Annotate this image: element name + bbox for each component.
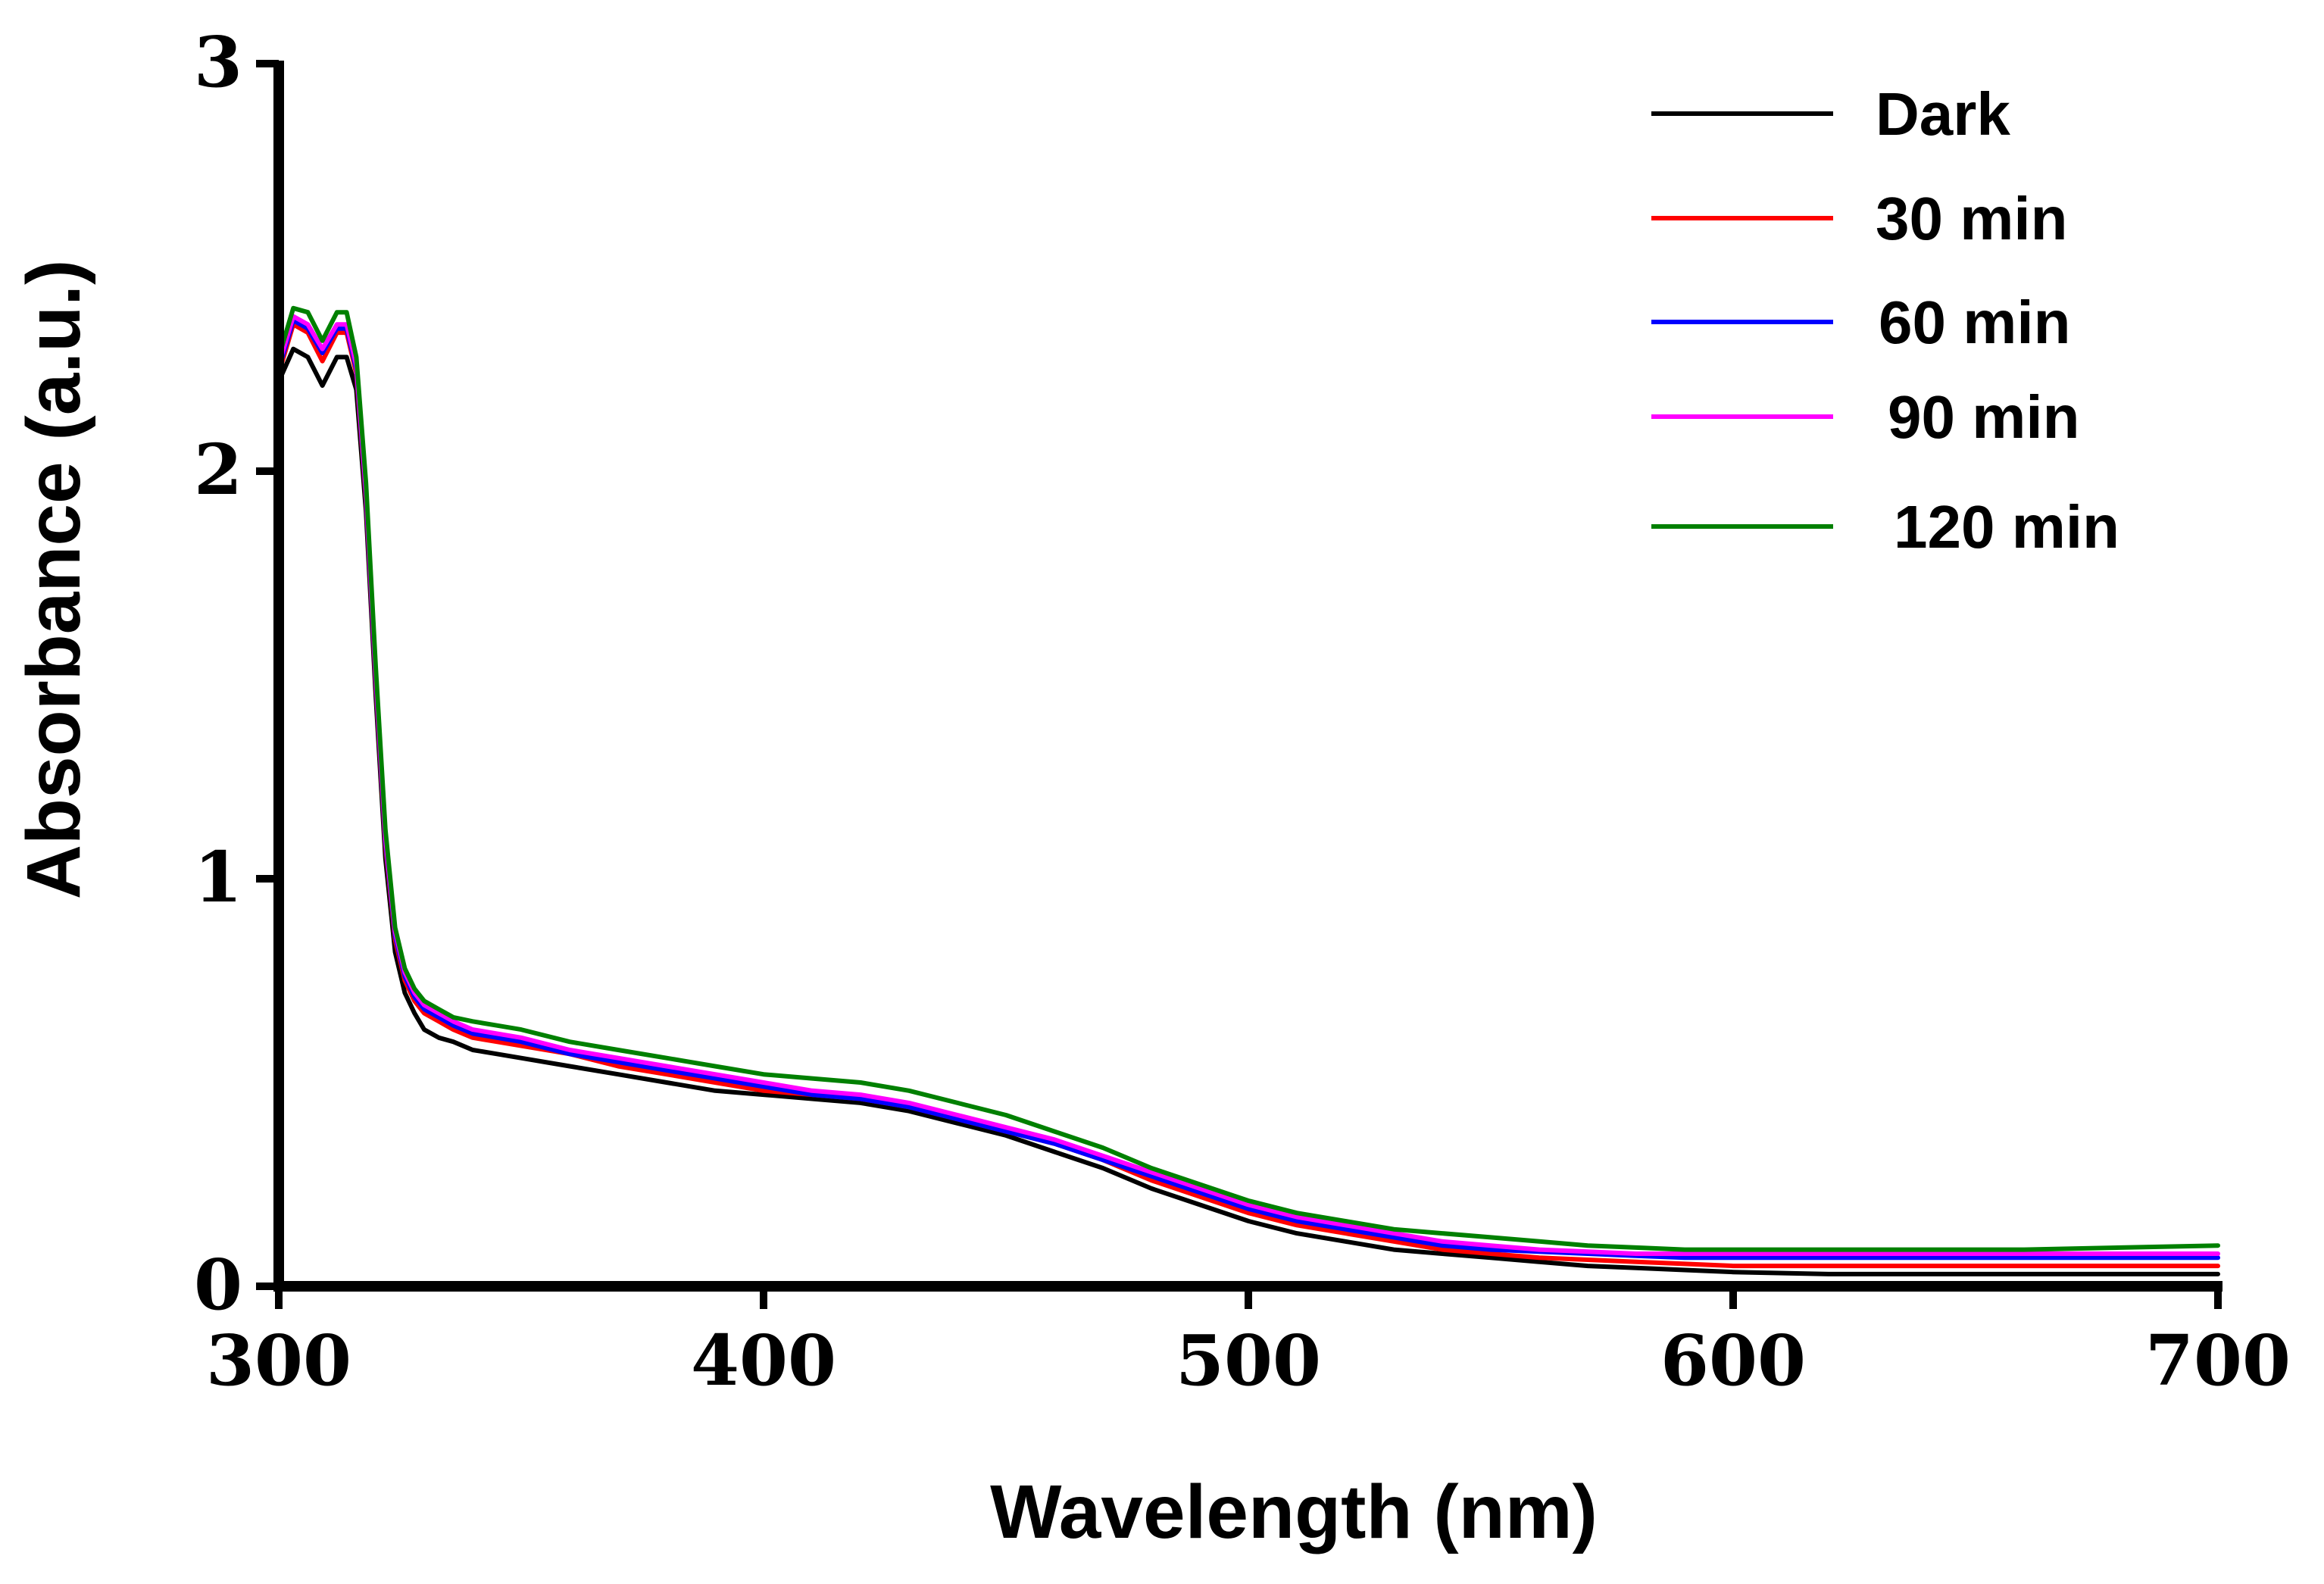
legend-label-dark: Dark	[1876, 80, 2010, 148]
series-layer	[276, 305, 2220, 1276]
x-tick-label-400: 400	[691, 1320, 836, 1401]
x-tick-label-700: 700	[2145, 1320, 2291, 1401]
legend-label-90-min: 90 min	[1888, 383, 2079, 451]
legend-label-30-min: 30 min	[1876, 185, 2067, 252]
y-tick-label-0: 0	[194, 1244, 242, 1326]
y-tick-label-1: 1	[194, 836, 242, 918]
series-line-30-min	[276, 322, 2220, 1269]
y-tick-label-3: 3	[194, 21, 242, 103]
x-tick-label-500: 500	[1176, 1320, 1321, 1401]
tick-labels: 300 400 500 600 700 0 1 2 3	[194, 21, 2291, 1401]
y-axis-title: Absorbance (a.u.)	[11, 260, 96, 900]
series-line-dark	[276, 346, 2220, 1276]
series-line-90-min	[276, 314, 2220, 1256]
series-line-120-min	[276, 305, 2220, 1252]
x-tick-label-600: 600	[1660, 1320, 1806, 1401]
x-axis-title: Wavelength (nm)	[990, 1470, 1598, 1554]
axes	[256, 60, 2222, 1309]
series-line-60-min	[276, 317, 2220, 1261]
legend-label-60-min: 60 min	[1879, 289, 2070, 356]
x-tick-label-300: 300	[206, 1320, 351, 1401]
legend: Dark 30 min 60 min 90 min 120 min	[1651, 80, 2119, 561]
y-tick-label-2: 2	[194, 429, 242, 511]
legend-label-120-min: 120 min	[1894, 493, 2119, 561]
